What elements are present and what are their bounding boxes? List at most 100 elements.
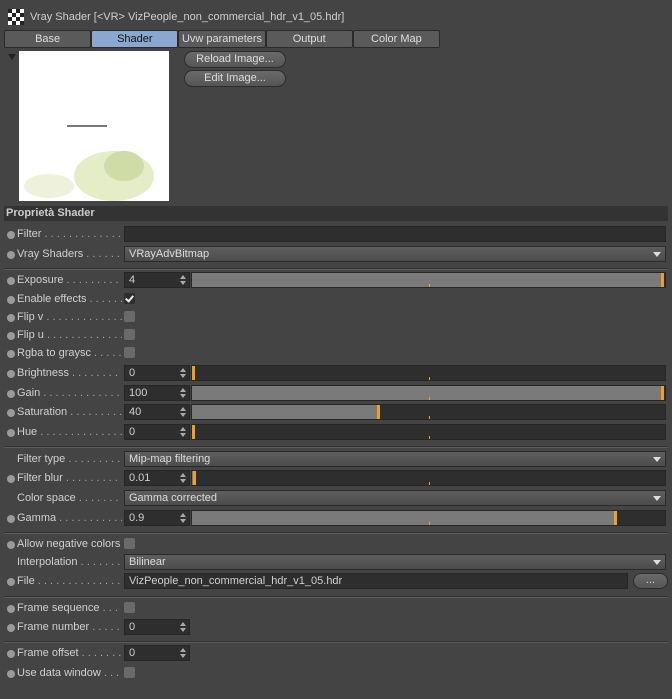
saturation-slider[interactable] (191, 404, 666, 420)
animation-key-icon[interactable] (7, 541, 15, 549)
param-label: Saturation (17, 406, 122, 418)
animation-key-icon[interactable] (7, 624, 15, 632)
param-label: Exposure (17, 274, 122, 286)
flip-u-checkbox[interactable] (124, 329, 135, 340)
animation-key-icon[interactable] (7, 429, 15, 437)
chevron-down-icon (653, 560, 661, 565)
spinner-arrows-icon[interactable] (180, 622, 186, 632)
param-label: Filter type (17, 453, 122, 465)
interpolation-dropdown[interactable]: Bilinear (124, 554, 666, 570)
brightness-stepper[interactable]: 0 (124, 365, 190, 381)
enable-effects-checkbox[interactable] (124, 293, 135, 304)
shader-checker-icon (8, 9, 24, 25)
param-row-color-space: Color space Gamma corrected (0, 490, 672, 508)
tab-base[interactable]: Base (4, 30, 92, 48)
hdr-thumbnail-image (24, 125, 154, 201)
selected-value: Bilinear (129, 556, 166, 568)
animation-key-icon[interactable] (7, 370, 15, 378)
animation-key-icon[interactable] (7, 605, 15, 613)
tab-color-map[interactable]: Color Map (352, 30, 441, 48)
tab-shader[interactable]: Shader (91, 30, 179, 48)
slider-midpoint-tick (428, 377, 430, 380)
animation-key-icon[interactable] (7, 390, 15, 398)
tab-bar: Base Shader Uvw parameters Output Color … (4, 30, 441, 48)
brightness-slider[interactable] (191, 365, 666, 381)
animation-key-icon[interactable] (7, 251, 15, 259)
animation-key-icon[interactable] (7, 332, 15, 340)
param-row-brightness: Brightness 0 (0, 365, 672, 383)
gamma-stepper[interactable]: 0.9 (124, 510, 190, 526)
gain-slider[interactable] (191, 385, 666, 401)
spinner-arrows-icon[interactable] (180, 648, 186, 658)
frame-number-stepper[interactable]: 0 (124, 619, 190, 635)
animation-key-icon[interactable] (7, 277, 15, 285)
param-label: Allow negative colors (17, 538, 122, 550)
slider-fill (192, 511, 617, 525)
spinner-arrows-icon[interactable] (180, 275, 186, 285)
param-label: Gamma (17, 512, 122, 524)
slider-midpoint-tick (428, 522, 430, 525)
filter-type-dropdown[interactable]: Mip-map filtering (124, 451, 666, 467)
flip-v-checkbox[interactable] (124, 311, 135, 322)
saturation-stepper[interactable]: 40 (124, 404, 190, 420)
param-row-hue: Hue 0 (0, 424, 672, 442)
slider-midpoint-tick (428, 397, 430, 400)
param-row-exposure: Exposure 4 (0, 272, 672, 290)
separator (4, 446, 668, 448)
rgba-to-graysc-checkbox[interactable] (124, 347, 135, 358)
browse-file-button[interactable]: ... (633, 573, 668, 589)
filter-blur-slider[interactable] (191, 470, 666, 486)
chevron-down-icon (653, 457, 661, 462)
animation-key-icon[interactable] (7, 475, 15, 483)
param-label: Filter (17, 228, 122, 240)
exposure-stepper[interactable]: 4 (124, 272, 190, 288)
filter-blur-stepper[interactable]: 0.01 (124, 470, 190, 486)
vray-shaders-dropdown[interactable]: VRayAdvBitmap (124, 246, 666, 262)
animation-key-icon[interactable] (7, 578, 15, 586)
animation-key-icon[interactable] (7, 515, 15, 523)
selected-value: Mip-map filtering (129, 453, 211, 465)
edit-image-button[interactable]: Edit Image... (184, 70, 286, 87)
gamma-slider[interactable] (191, 510, 666, 526)
slider-fill (192, 366, 195, 380)
animation-key-icon[interactable] (7, 296, 15, 304)
animation-key-icon[interactable] (7, 650, 15, 658)
reload-image-button[interactable]: Reload Image... (184, 51, 286, 68)
hue-slider[interactable] (191, 424, 666, 440)
use-data-window-checkbox[interactable] (124, 667, 135, 678)
allow-negative-colors-checkbox[interactable] (124, 538, 135, 549)
param-row-flip-v: Flip v (0, 309, 672, 327)
animation-key-icon[interactable] (7, 231, 15, 239)
param-label: Frame number (17, 621, 122, 633)
gain-stepper[interactable]: 100 (124, 385, 190, 401)
spinner-arrows-icon[interactable] (180, 473, 186, 483)
animation-key-icon[interactable] (7, 314, 15, 322)
spinner-arrows-icon[interactable] (180, 427, 186, 437)
animation-key-icon[interactable] (7, 670, 15, 678)
animation-key-icon[interactable] (7, 350, 15, 358)
param-row-filter: Filter (0, 226, 672, 244)
spinner-arrows-icon[interactable] (180, 368, 186, 378)
param-row-rgba-to-graysc: Rgba to graysc (0, 345, 672, 363)
spinner-arrows-icon[interactable] (180, 513, 186, 523)
separator (4, 596, 668, 598)
filter-input[interactable] (124, 226, 666, 242)
animation-key-icon[interactable] (7, 409, 15, 417)
param-label: Flip u (17, 329, 122, 341)
file-path-input[interactable]: VizPeople_non_commercial_hdr_v1_05.hdr (124, 573, 628, 589)
image-preview (19, 51, 169, 201)
tab-output[interactable]: Output (265, 30, 353, 48)
tab-uvw-parameters[interactable]: Uvw parameters (178, 30, 266, 48)
frame-sequence-checkbox[interactable] (124, 602, 135, 613)
color-space-dropdown[interactable]: Gamma corrected (124, 490, 666, 506)
collapse-triangle-icon[interactable] (8, 54, 16, 60)
hue-stepper[interactable]: 0 (124, 424, 190, 440)
spinner-arrows-icon[interactable] (180, 407, 186, 417)
value: 0 (129, 621, 136, 633)
param-row-frame-sequence: Frame sequence (0, 600, 672, 618)
param-label: Brightness (17, 367, 122, 379)
window-title-bar: Vray Shader [<VR> VizPeople_non_commerci… (8, 8, 344, 26)
frame-offset-stepper[interactable]: 0 (124, 645, 190, 661)
exposure-slider[interactable] (191, 272, 666, 288)
spinner-arrows-icon[interactable] (180, 388, 186, 398)
